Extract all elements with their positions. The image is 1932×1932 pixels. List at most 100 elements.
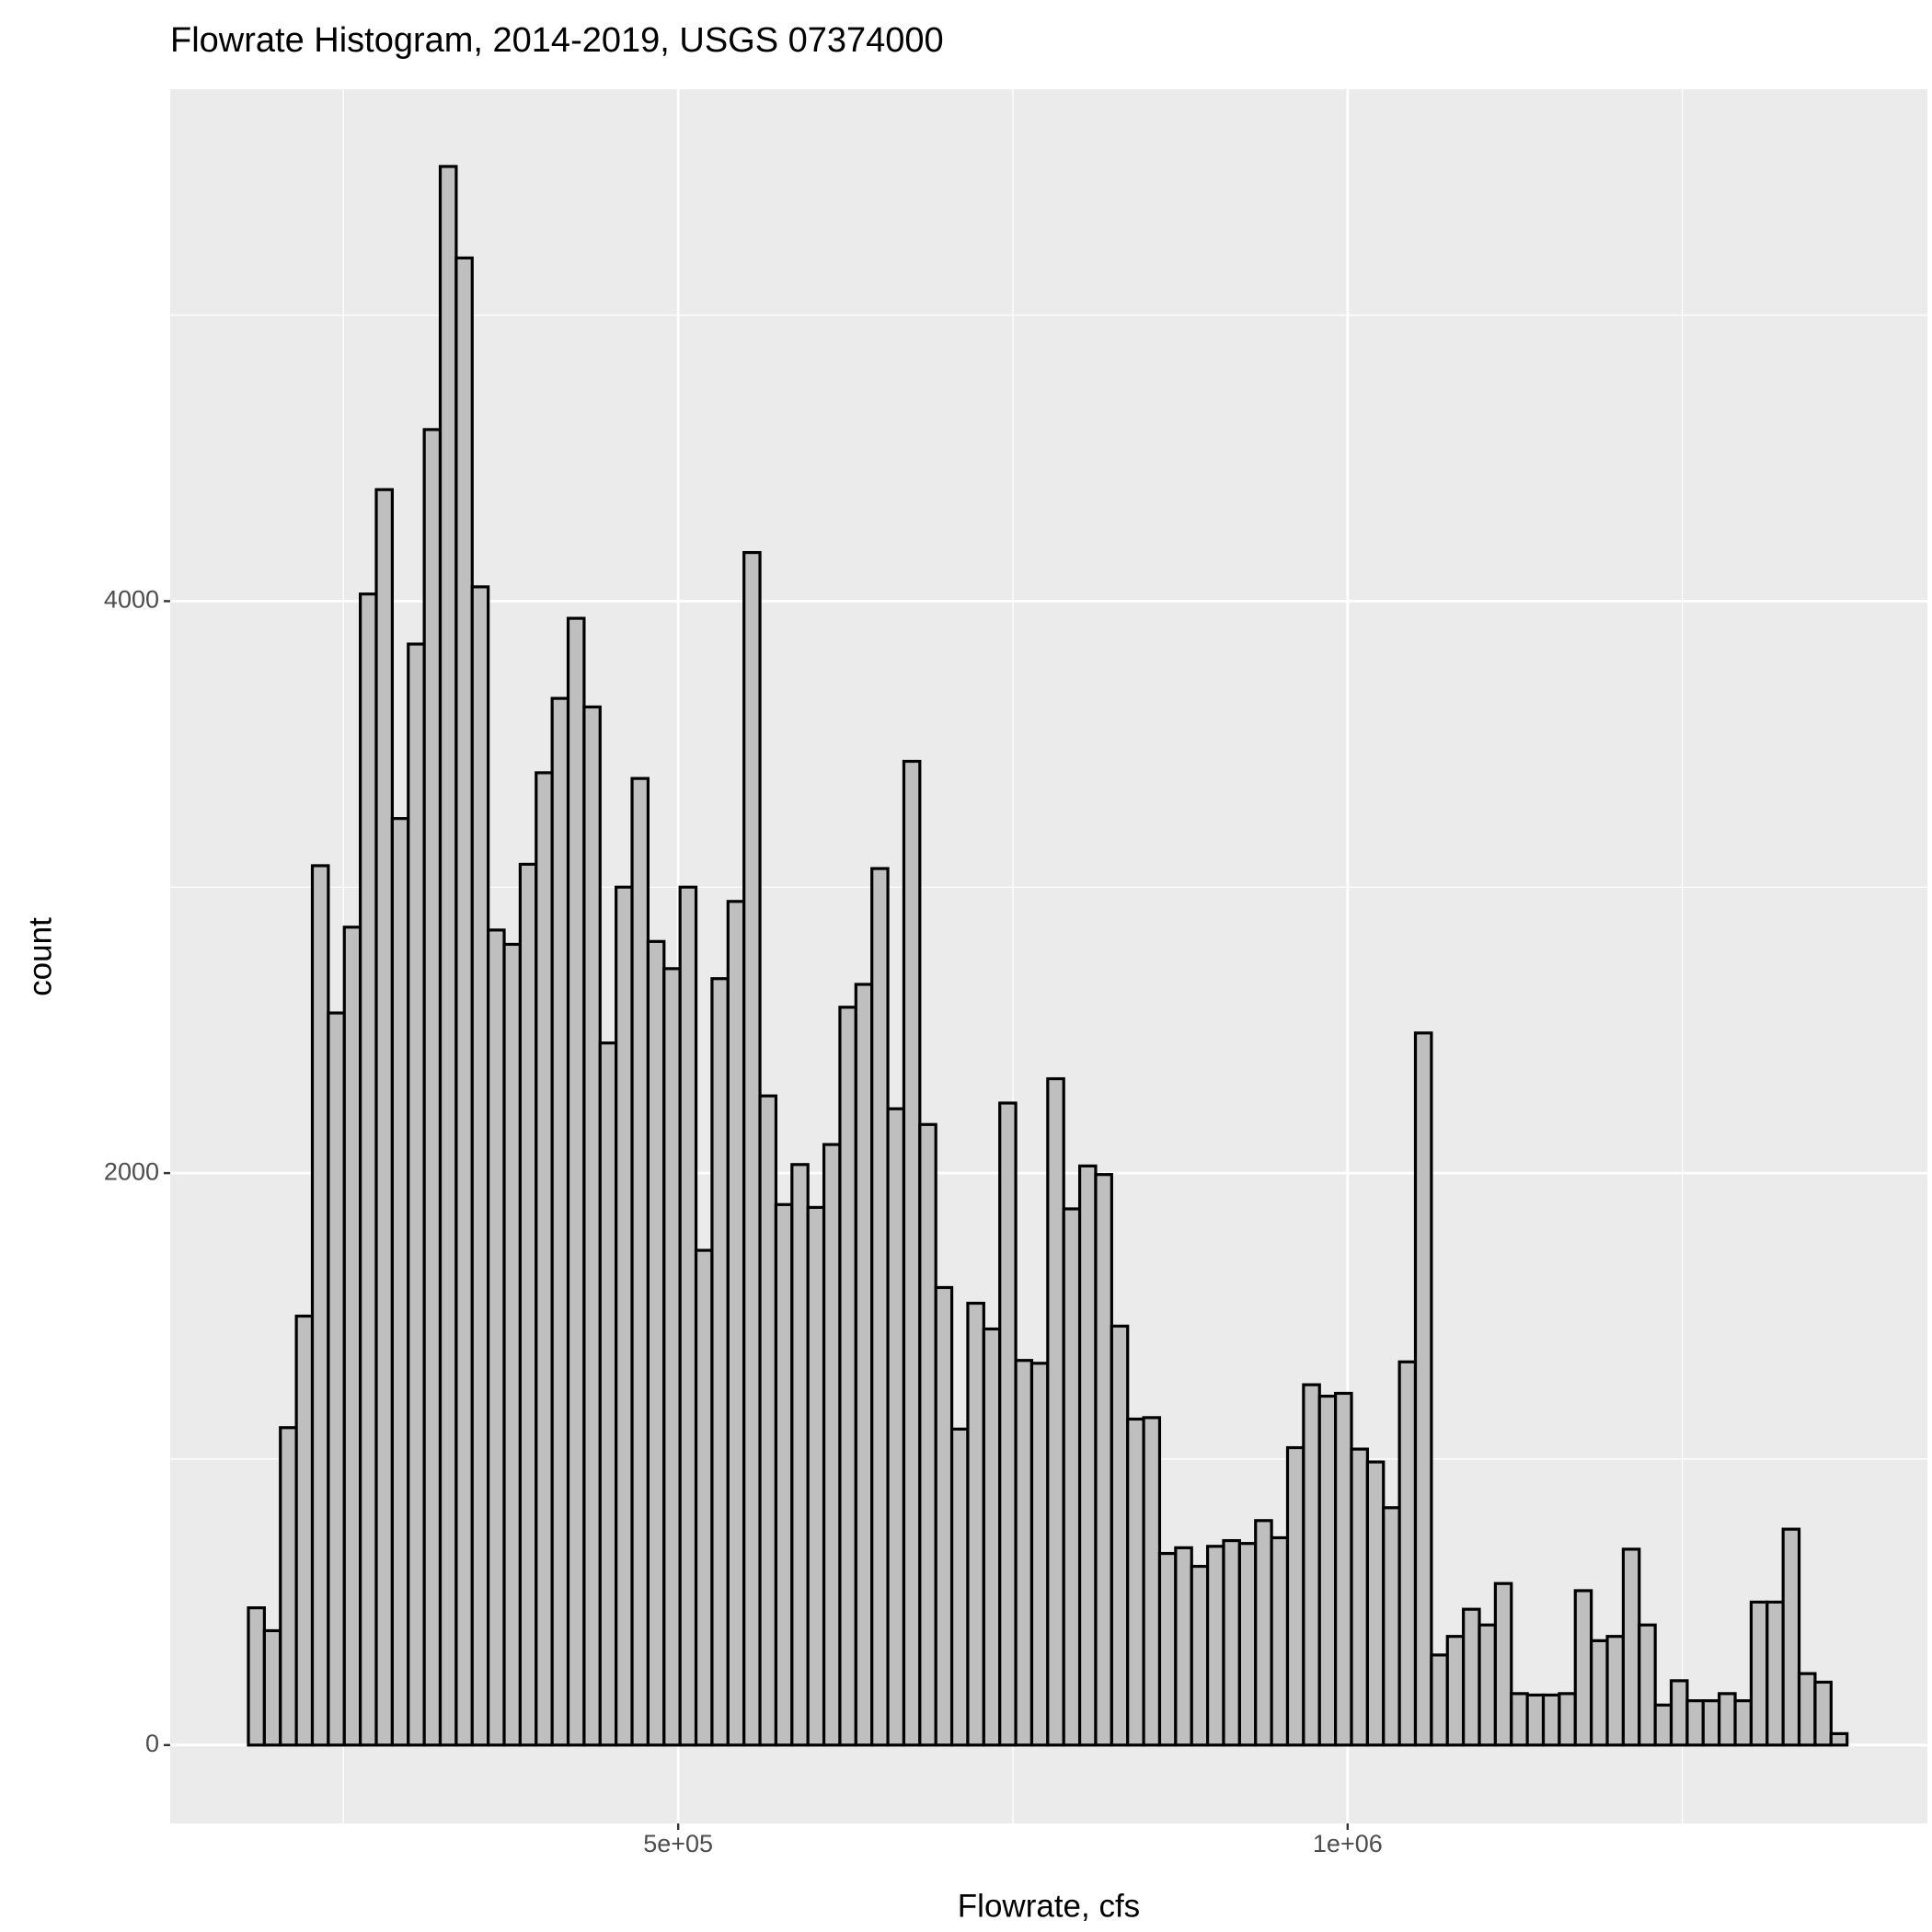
bar — [949, 1427, 970, 1747]
bar — [1621, 1547, 1641, 1747]
bar — [1190, 1564, 1210, 1747]
bar — [1014, 1359, 1034, 1747]
bar — [1510, 1692, 1529, 1747]
bar — [694, 1248, 714, 1747]
bar — [1302, 1383, 1321, 1747]
bar — [1046, 1076, 1065, 1747]
bar — [566, 616, 586, 1747]
y-tick-label: 2000 — [104, 1157, 159, 1185]
bar — [1237, 1542, 1258, 1747]
bar — [1206, 1545, 1225, 1747]
bar — [1733, 1699, 1754, 1747]
bar — [1285, 1445, 1305, 1747]
bar — [374, 488, 394, 1747]
bar — [1765, 1600, 1785, 1747]
bar — [1413, 1031, 1433, 1747]
bar — [294, 1314, 315, 1747]
bar — [1110, 1324, 1130, 1747]
x-tick-label: 5e+05 — [643, 1830, 713, 1857]
x-tick-label: 1e+06 — [1313, 1830, 1383, 1857]
bar — [247, 1606, 266, 1747]
bar — [422, 428, 443, 1747]
bar — [1573, 1589, 1593, 1747]
bar — [1142, 1416, 1162, 1747]
bar — [678, 885, 698, 1747]
bar — [1430, 1653, 1449, 1747]
bar — [998, 1101, 1018, 1747]
bar — [502, 942, 522, 1747]
bar — [1094, 1173, 1113, 1747]
bar — [1701, 1699, 1721, 1747]
bar — [1653, 1703, 1673, 1747]
bar — [790, 1163, 810, 1747]
bar — [710, 977, 730, 1747]
bars — [247, 165, 1849, 1747]
bar — [1365, 1460, 1386, 1747]
bar — [1541, 1693, 1561, 1747]
bar — [1317, 1394, 1338, 1747]
bar — [1350, 1447, 1369, 1747]
bar — [742, 550, 762, 1747]
bar — [438, 165, 458, 1747]
bar — [1478, 1623, 1497, 1747]
bar — [359, 592, 378, 1747]
chart-title: Flowrate Histogram, 2014-2019, USGS 0737… — [170, 21, 944, 60]
bar — [327, 1011, 346, 1747]
y-tick-label: 4000 — [104, 586, 159, 614]
bar — [1174, 1546, 1193, 1747]
x-axis-title: Flowrate, cfs — [958, 1888, 1140, 1924]
bar — [1382, 1506, 1401, 1747]
bar — [582, 705, 602, 1747]
bar — [1718, 1692, 1737, 1747]
bar — [1813, 1680, 1833, 1747]
bar — [854, 983, 874, 1747]
bar — [966, 1301, 985, 1747]
bar — [630, 776, 650, 1747]
bar — [886, 1107, 906, 1747]
bar — [262, 1628, 282, 1747]
bar — [1397, 1360, 1418, 1747]
bar — [838, 1006, 857, 1747]
bar — [902, 759, 922, 1747]
y-axis-title: count — [22, 917, 58, 996]
bar — [1685, 1699, 1705, 1747]
bar — [1493, 1581, 1513, 1747]
bar — [487, 928, 506, 1747]
bar — [1638, 1623, 1657, 1747]
bar — [1558, 1692, 1577, 1747]
bar — [1462, 1607, 1481, 1747]
bar — [1157, 1551, 1178, 1747]
bar — [454, 256, 474, 1747]
bar — [615, 885, 634, 1747]
bar — [1445, 1635, 1466, 1747]
bar — [1270, 1535, 1290, 1747]
bar — [518, 862, 538, 1747]
bar — [758, 1094, 778, 1747]
bar — [407, 642, 426, 1747]
bar — [1126, 1417, 1145, 1747]
bar — [1590, 1639, 1609, 1747]
bar — [1749, 1600, 1769, 1747]
bar — [1029, 1362, 1050, 1747]
bar — [806, 1205, 826, 1747]
bar — [598, 1041, 618, 1747]
bar — [870, 867, 890, 1747]
bar — [982, 1327, 1002, 1747]
bar — [550, 696, 570, 1747]
bar — [1669, 1679, 1689, 1747]
bar — [1077, 1164, 1098, 1747]
bar — [279, 1426, 298, 1747]
bar — [662, 967, 682, 1747]
bar — [918, 1122, 937, 1747]
bar — [310, 864, 330, 1747]
bar — [726, 900, 746, 1747]
bar — [774, 1202, 794, 1747]
bar — [1254, 1519, 1273, 1747]
bar — [646, 939, 666, 1747]
bar — [1334, 1391, 1353, 1747]
bar — [934, 1285, 954, 1747]
bar — [1525, 1693, 1546, 1747]
bar — [822, 1143, 842, 1747]
bar — [535, 771, 554, 1747]
